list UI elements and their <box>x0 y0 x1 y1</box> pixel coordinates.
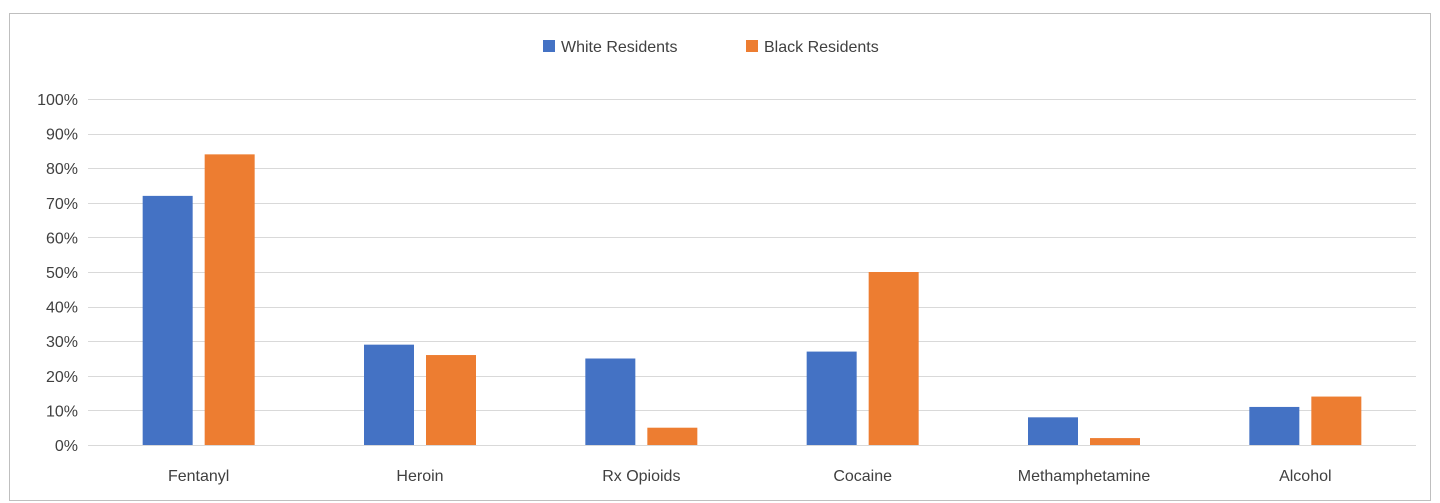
y-tick-label: 50% <box>46 265 78 282</box>
bar-black-residents <box>647 427 698 445</box>
y-axis-ticks: 0% 10% 20% 30% 40% 50% 60% 70% 80% 90% 100% <box>37 92 78 455</box>
bars <box>142 154 1362 446</box>
legend-label: White Residents <box>561 39 678 56</box>
y-tick-label: 20% <box>46 369 78 386</box>
bar-white-residents <box>806 351 857 445</box>
y-tick-label: 70% <box>46 196 78 213</box>
legend-swatch <box>746 40 758 52</box>
bar-black-residents <box>1090 438 1140 445</box>
y-tick-label: 80% <box>46 161 78 178</box>
bar-black-residents <box>868 272 919 445</box>
bar-white-residents <box>364 344 414 445</box>
y-tick-label: 30% <box>46 334 78 351</box>
y-tick-label: 40% <box>46 300 78 317</box>
x-category-label: Rx Opioids <box>602 468 680 485</box>
bar-white-residents <box>585 358 636 445</box>
y-tick-label: 100% <box>37 92 78 109</box>
legend-label: Black Residents <box>764 39 879 56</box>
x-category-label: Cocaine <box>833 468 892 485</box>
x-category-label: Heroin <box>396 468 443 485</box>
bar-black-residents <box>426 355 476 445</box>
x-category-label: Alcohol <box>1279 468 1331 485</box>
x-category-label: Methamphetamine <box>1018 468 1151 485</box>
gridlines <box>88 99 1416 446</box>
bar-white-residents <box>142 195 193 445</box>
y-tick-label: 10% <box>46 403 78 420</box>
legend: White Residents Black Residents <box>543 39 879 56</box>
x-axis-categories: Fentanyl Heroin Rx Opioids Cocaine Methamphe… <box>168 468 1332 485</box>
bar-white-residents <box>1028 417 1078 445</box>
bar-black-residents <box>204 154 255 446</box>
y-tick-label: 90% <box>46 127 78 144</box>
y-tick-label: 60% <box>46 230 78 247</box>
y-tick-label: 0% <box>55 438 78 455</box>
legend-swatch <box>543 40 555 52</box>
bar-black-residents <box>1311 396 1362 445</box>
x-category-label: Fentanyl <box>168 468 229 485</box>
bar-white-residents <box>1249 406 1300 445</box>
